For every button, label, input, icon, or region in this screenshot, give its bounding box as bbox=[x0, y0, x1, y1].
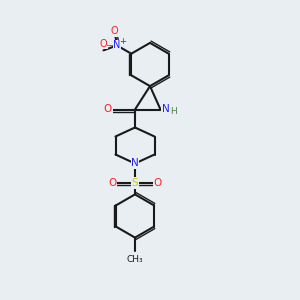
Text: O: O bbox=[153, 178, 162, 188]
Text: N: N bbox=[113, 40, 121, 50]
Text: −: − bbox=[106, 41, 114, 51]
Text: CH₃: CH₃ bbox=[127, 255, 143, 264]
Text: S: S bbox=[132, 178, 138, 188]
Text: O: O bbox=[104, 104, 112, 115]
Text: +: + bbox=[119, 38, 126, 46]
Text: N: N bbox=[131, 158, 139, 169]
Text: O: O bbox=[108, 178, 117, 188]
Text: N: N bbox=[162, 104, 170, 115]
Text: H: H bbox=[170, 107, 176, 116]
Text: O: O bbox=[100, 39, 107, 49]
Text: O: O bbox=[111, 26, 118, 36]
